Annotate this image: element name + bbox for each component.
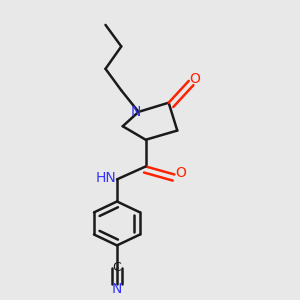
- Text: N: N: [130, 105, 141, 119]
- Text: O: O: [190, 72, 200, 86]
- Text: HN: HN: [96, 171, 116, 185]
- Text: C: C: [112, 261, 122, 274]
- Text: N: N: [112, 282, 122, 296]
- Text: O: O: [175, 166, 186, 180]
